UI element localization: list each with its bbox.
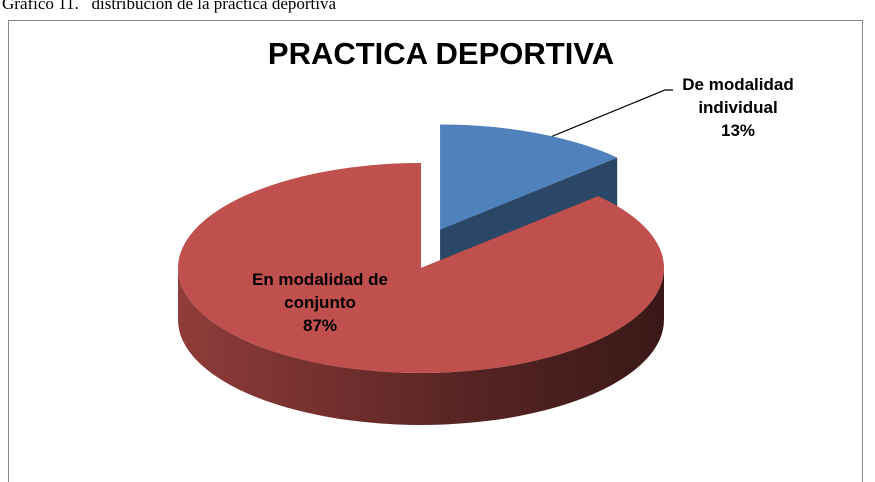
chart-title: PRACTICA DEPORTIVA: [268, 36, 614, 71]
slice-value: 87%: [302, 316, 338, 335]
slice-side: [178, 268, 664, 425]
slice-label: De modalidad individual 13%: [663, 73, 813, 142]
slice-value: 13%: [720, 121, 756, 140]
leader-line: [547, 89, 673, 139]
slice-label: En modalidad de conjunto 87%: [240, 268, 400, 337]
slice-category: En modalidad de conjunto: [251, 270, 389, 312]
pie-slice: [177, 163, 665, 374]
slice-category: De modalidad individual: [682, 75, 794, 117]
pie-slice: [440, 124, 618, 230]
caption: Gráfico 11. distribución de la práctica …: [2, 0, 337, 13]
